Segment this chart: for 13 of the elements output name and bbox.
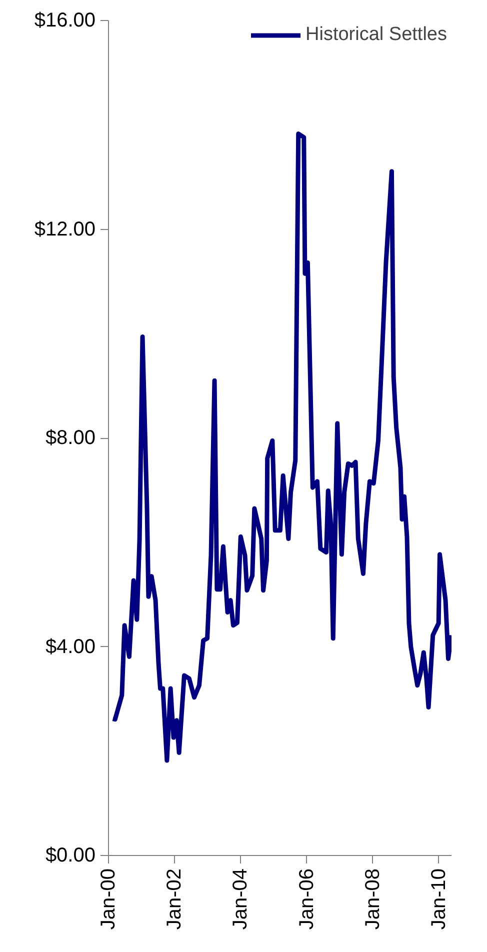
y-tick-label: $16.00 (34, 10, 96, 32)
x-tick-label: Jan-08 (362, 868, 384, 930)
x-tick-label: Jan-10 (428, 868, 450, 930)
y-tick-label: $4.00 (45, 636, 96, 658)
x-tick-label: Jan-04 (230, 868, 252, 930)
y-tick-label: $12.00 (34, 218, 96, 240)
x-tick-label: Jan-06 (296, 868, 318, 930)
y-tick-label: $0.00 (45, 844, 96, 866)
x-tick-label: Jan-00 (98, 868, 120, 930)
legend-label: Historical Settles (306, 24, 447, 46)
x-tick-label: Jan-02 (164, 868, 186, 930)
line-series (110, 131, 452, 763)
y-tick-label: $8.00 (45, 427, 96, 449)
